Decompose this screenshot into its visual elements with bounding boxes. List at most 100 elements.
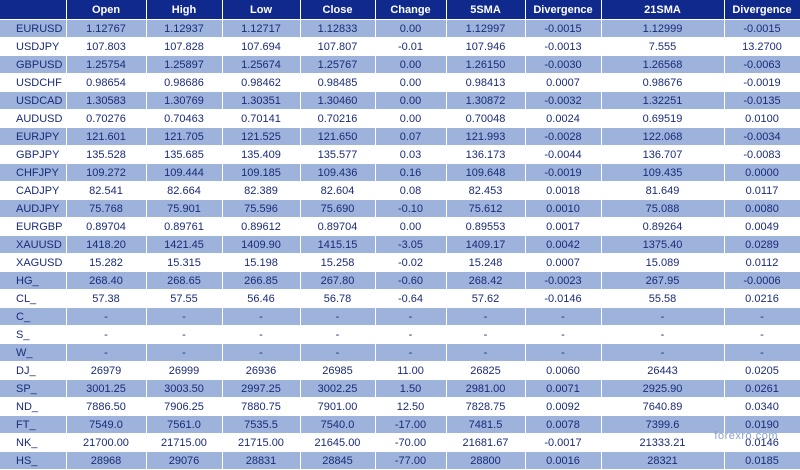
table-cell: 0.00 (375, 91, 447, 110)
table-row: USDCAD 1.30583 1.30769 1.30351 1.30460 0.00 1.… (0, 91, 800, 110)
table-cell: 0.0185 (724, 451, 800, 470)
table-cell: 0.0216 (724, 289, 800, 308)
symbol-cell: SP_ (0, 379, 67, 398)
table-cell: 21715.00 (146, 433, 223, 452)
table-row: EURJPY 121.601 121.705 121.525 121.650 0.07 12… (0, 127, 800, 146)
table-cell: -0.0019 (724, 73, 800, 92)
table-cell: 267.95 (601, 271, 725, 290)
table-cell: -77.00 (375, 451, 447, 470)
table-cell: - (300, 343, 376, 362)
table-cell: 75.768 (66, 199, 147, 218)
symbol-cell: CHFJPY (0, 163, 67, 182)
table-cell: 21645.00 (300, 433, 376, 452)
column-header: Divergence (525, 0, 602, 20)
symbol-cell: XAGUSD (0, 253, 67, 272)
table-cell: 0.89761 (146, 217, 223, 236)
symbol-cell: XAUUSD (0, 235, 67, 254)
table-cell: 7481.5 (446, 415, 526, 434)
table-row: USDJPY 107.803 107.828 107.694 107.807 -0.01 1… (0, 37, 800, 56)
symbol-cell: EURUSD (0, 19, 67, 38)
table-cell: 0.89553 (446, 217, 526, 236)
table-cell: 11.00 (375, 361, 447, 380)
table-cell: 0.00 (375, 73, 447, 92)
table-cell: 0.0024 (525, 109, 602, 128)
table-cell: 0.07 (375, 127, 447, 146)
table-row: W_ - - - - - - - - - (0, 343, 800, 362)
table-cell: - (300, 325, 376, 344)
table-cell: -0.60 (375, 271, 447, 290)
table-cell: 109.272 (66, 163, 147, 182)
table-cell: 107.946 (446, 37, 526, 56)
table-cell: 81.649 (601, 181, 725, 200)
table-cell: 266.85 (222, 271, 301, 290)
table-cell: 0.0092 (525, 397, 602, 416)
table-cell: 136.707 (601, 145, 725, 164)
column-header: Open (66, 0, 147, 20)
table-cell: 0.70048 (446, 109, 526, 128)
table-cell: 1.12833 (300, 19, 376, 38)
table-cell: 0.0289 (724, 235, 800, 254)
table-cell: 56.46 (222, 289, 301, 308)
table-cell: 0.0100 (724, 109, 800, 128)
table-row: NK_ 21700.00 21715.00 21715.00 21645.00 -70.0… (0, 433, 800, 452)
table-cell: 82.541 (66, 181, 147, 200)
table-cell: 15.248 (446, 253, 526, 272)
table-cell: 82.389 (222, 181, 301, 200)
table-cell: 0.0017 (525, 217, 602, 236)
table-cell: - (375, 343, 447, 362)
table-cell: -0.0146 (525, 289, 602, 308)
table-cell: 7535.5 (222, 415, 301, 434)
table-cell: 1.12999 (601, 19, 725, 38)
table-cell: - (724, 325, 800, 344)
table-row: USDCHF 0.98654 0.98686 0.98462 0.98485 0.00 0.… (0, 73, 800, 92)
symbol-cell: EURGBP (0, 217, 67, 236)
table-cell: - (146, 343, 223, 362)
table-body: EURUSD 1.12767 1.12937 1.12717 1.12833 0.00 1.… (0, 19, 800, 470)
table-row: EURUSD 1.12767 1.12937 1.12717 1.12833 0.00 1.… (0, 19, 800, 38)
table-cell: 1.25767 (300, 55, 376, 74)
table-cell: 75.690 (300, 199, 376, 218)
table-cell: 15.198 (222, 253, 301, 272)
table-cell: 121.993 (446, 127, 526, 146)
table-row: AUDUSD 0.70276 0.70463 0.70141 0.70216 0.00 0.… (0, 109, 800, 128)
table-row: S_ - - - - - - - - - (0, 325, 800, 344)
table-cell: 107.803 (66, 37, 147, 56)
table-header: Open High Low Close Change 5SMA Divergence 21SM… (0, 0, 800, 20)
table-cell: 1.30583 (66, 91, 147, 110)
symbol-cell: CADJPY (0, 181, 67, 200)
table-row: CL_ 57.38 57.55 56.46 56.78 -0.64 57.62 -0.0146… (0, 289, 800, 308)
table-cell: 0.89704 (66, 217, 147, 236)
table-cell: 7901.00 (300, 397, 376, 416)
table-cell: - (446, 325, 526, 344)
table-cell: 107.828 (146, 37, 223, 56)
table-cell: 0.98676 (601, 73, 725, 92)
table-row: AUDJPY 75.768 75.901 75.596 75.690 -0.10 75.61… (0, 199, 800, 218)
symbol-cell: HG_ (0, 271, 67, 290)
table-cell: 0.98413 (446, 73, 526, 92)
table-cell: - (525, 307, 602, 326)
table-cell: 135.409 (222, 145, 301, 164)
table-cell: 21333.21 (601, 433, 725, 452)
table-cell: - (601, 343, 725, 362)
table-cell: 0.0117 (724, 181, 800, 200)
table-cell: 26936 (222, 361, 301, 380)
table-cell: 0.0261 (724, 379, 800, 398)
table-cell: 15.315 (146, 253, 223, 272)
table-cell: - (66, 325, 147, 344)
table-cell: 12.50 (375, 397, 447, 416)
table-cell: 135.685 (146, 145, 223, 164)
table-cell: 1.30872 (446, 91, 526, 110)
table-cell: -0.0019 (525, 163, 602, 182)
table-cell: - (601, 325, 725, 344)
table-row: DJ_ 26979 26999 26936 26985 11.00 26825 0.0060 2… (0, 361, 800, 380)
table-cell: -0.0135 (724, 91, 800, 110)
table-cell: - (375, 325, 447, 344)
table-cell: 0.0205 (724, 361, 800, 380)
table-cell: - (300, 307, 376, 326)
table-cell: - (66, 307, 147, 326)
table-cell: 75.088 (601, 199, 725, 218)
table-cell: 1375.40 (601, 235, 725, 254)
table-cell: 1.12997 (446, 19, 526, 38)
table-cell: 268.65 (146, 271, 223, 290)
table-cell: 0.0007 (525, 73, 602, 92)
